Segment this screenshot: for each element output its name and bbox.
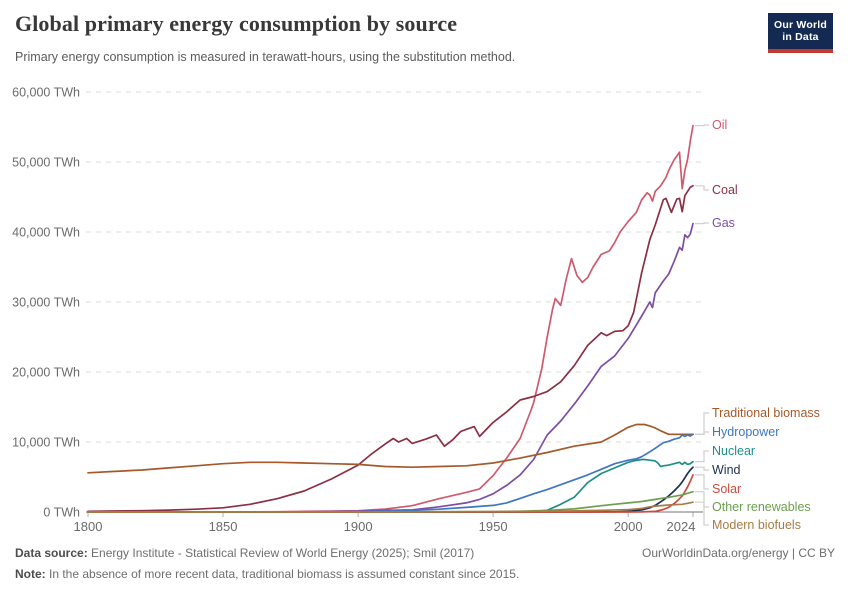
series-connector — [695, 185, 709, 191]
series-connector — [695, 412, 709, 435]
series-connector — [695, 222, 709, 225]
series-label-wind[interactable]: Wind — [712, 463, 741, 477]
series-label-solar[interactable]: Solar — [712, 482, 741, 496]
data-source-label: Data source: — [15, 546, 88, 560]
data-source-text: Energy Institute - Statistical Review of… — [87, 546, 475, 560]
note-text: In the absence of more recent data, trad… — [45, 567, 520, 581]
y-tick-label: 0 TWh — [43, 506, 80, 520]
x-tick-label: 2000 — [614, 519, 643, 534]
x-tick-label: 2024 — [667, 519, 696, 534]
chart-footer: Data source: Energy Institute - Statisti… — [0, 542, 850, 600]
series-label-oil[interactable]: Oil — [712, 118, 727, 132]
series-line-gas[interactable] — [87, 222, 694, 513]
series-label-coal[interactable]: Coal — [712, 183, 738, 197]
series-connector — [695, 501, 709, 526]
note-line: Note: In the absence of more recent data… — [15, 567, 835, 581]
data-source-line: Data source: Energy Institute - Statisti… — [15, 546, 835, 560]
y-tick-label: 20,000 TWh — [12, 366, 80, 380]
chart-subtitle: Primary energy consumption is measured i… — [15, 50, 516, 64]
series-connector — [695, 450, 709, 463]
chart-title: Global primary energy consumption by sou… — [15, 11, 458, 36]
owid-logo[interactable]: Our World in Data — [768, 13, 833, 53]
series-label-nuclear[interactable]: Nuclear — [712, 444, 755, 458]
series-label-other-renewables[interactable]: Other renewables — [712, 500, 811, 514]
y-tick-label: 10,000 TWh — [12, 436, 80, 450]
series-line-modern-biofuels[interactable] — [87, 501, 694, 513]
series-connector — [695, 124, 709, 127]
x-tick-label: 1900 — [344, 519, 373, 534]
series-label-modern-biofuels[interactable]: Modern biofuels — [712, 518, 801, 532]
y-tick-label: 60,000 TWh — [12, 86, 80, 100]
series-label-traditional-biomass[interactable]: Traditional biomass — [712, 406, 820, 420]
series-line-nuclear[interactable] — [87, 458, 694, 513]
series-line-coal[interactable] — [87, 184, 694, 513]
series-label-hydropower[interactable]: Hydropower — [712, 425, 779, 439]
series-connector — [695, 474, 709, 490]
series-label-gas[interactable]: Gas — [712, 216, 735, 230]
series-connector — [695, 431, 709, 435]
note-label: Note: — [15, 567, 46, 581]
x-tick-label: 1800 — [74, 519, 103, 534]
series-connector — [695, 466, 709, 471]
y-tick-label: 40,000 TWh — [12, 226, 80, 240]
owid-logo-line1: Our World — [774, 18, 827, 31]
series-line-traditional-biomass[interactable] — [87, 423, 694, 474]
x-tick-label: 1850 — [209, 519, 238, 534]
x-tick-label: 1950 — [479, 519, 508, 534]
owid-link[interactable]: OurWorldinData.org/energy | CC BY — [642, 546, 835, 560]
series-connector — [695, 491, 709, 508]
y-tick-label: 30,000 TWh — [12, 296, 80, 310]
series-line-hydropower[interactable] — [87, 433, 694, 513]
series-line-oil[interactable] — [87, 124, 694, 513]
owid-logo-line2: in Data — [782, 31, 819, 43]
y-tick-label: 50,000 TWh — [12, 156, 80, 170]
